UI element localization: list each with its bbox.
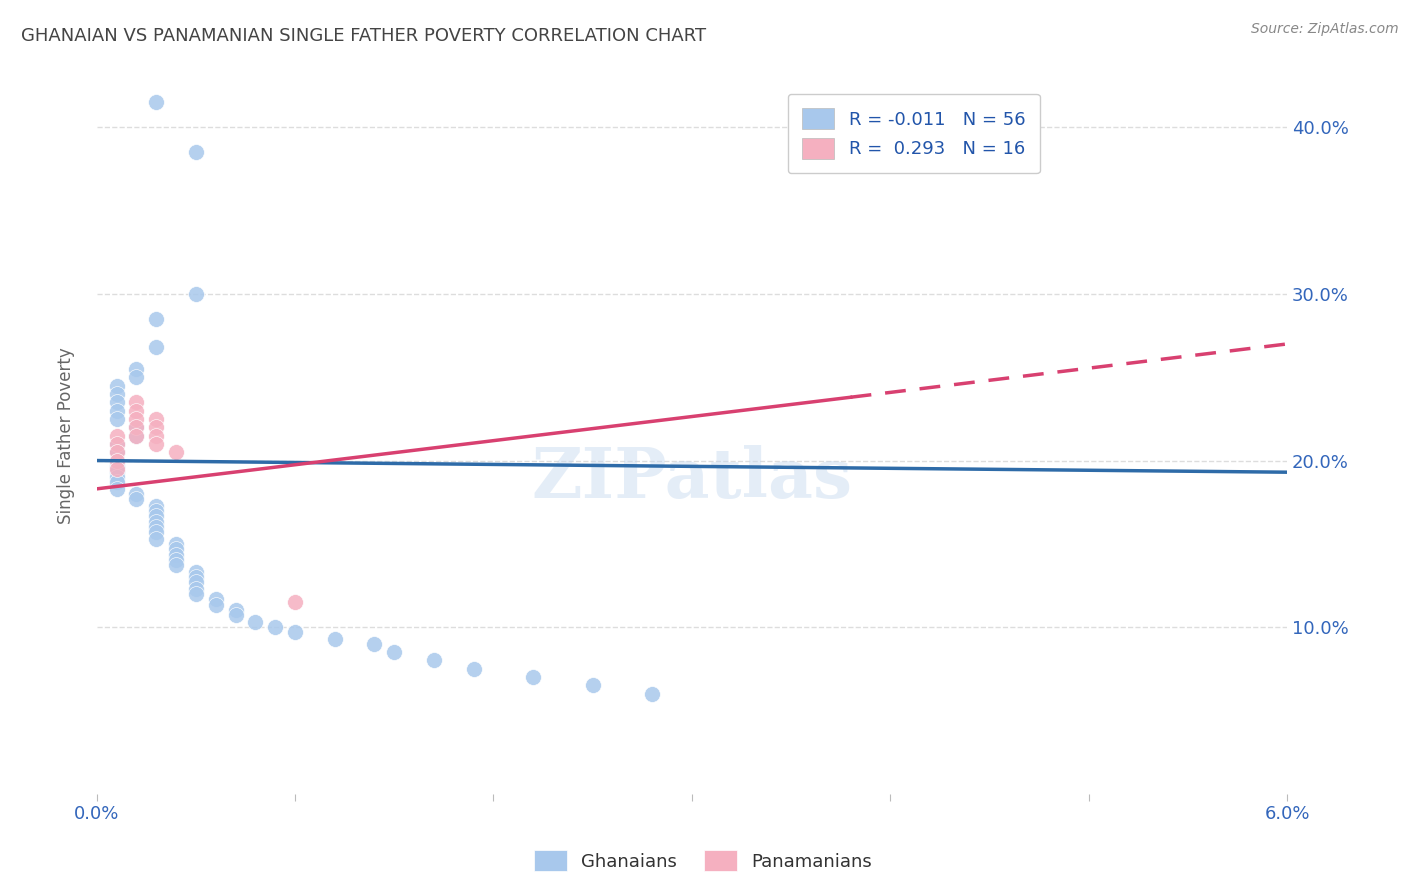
Point — [145, 515, 167, 529]
Point — [145, 499, 167, 513]
Point — [125, 420, 148, 434]
Point — [184, 570, 207, 584]
Point — [204, 591, 226, 606]
Point — [582, 678, 605, 692]
Point — [184, 565, 207, 579]
Point — [145, 412, 167, 426]
Point — [125, 428, 148, 442]
Point — [264, 620, 287, 634]
Point — [125, 412, 148, 426]
Point — [125, 403, 148, 417]
Point — [225, 603, 247, 617]
Point — [165, 553, 187, 567]
Point — [125, 491, 148, 506]
Point — [204, 599, 226, 613]
Point — [184, 575, 207, 590]
Point — [105, 403, 128, 417]
Point — [145, 420, 167, 434]
Text: Source: ZipAtlas.com: Source: ZipAtlas.com — [1251, 22, 1399, 37]
Point — [125, 362, 148, 376]
Point — [125, 420, 148, 434]
Point — [145, 340, 167, 354]
Point — [323, 632, 346, 646]
Point — [463, 662, 485, 676]
Point — [105, 395, 128, 409]
Point — [363, 637, 385, 651]
Point — [105, 412, 128, 426]
Point — [145, 503, 167, 517]
Point — [145, 428, 167, 442]
Point — [105, 465, 128, 479]
Text: ZIPatlas: ZIPatlas — [531, 445, 852, 512]
Point — [125, 487, 148, 501]
Point — [125, 370, 148, 384]
Point — [165, 537, 187, 551]
Point — [145, 525, 167, 540]
Point — [225, 608, 247, 623]
Point — [145, 520, 167, 534]
Point — [165, 558, 187, 573]
Point — [145, 95, 167, 110]
Point — [184, 582, 207, 596]
Point — [382, 645, 405, 659]
Point — [423, 653, 446, 667]
Point — [284, 625, 307, 640]
Point — [145, 437, 167, 451]
Point — [145, 532, 167, 546]
Point — [125, 395, 148, 409]
Point — [522, 670, 544, 684]
Point — [105, 437, 128, 451]
Point — [245, 615, 267, 629]
Point — [105, 482, 128, 496]
Point — [105, 378, 128, 392]
Point — [165, 549, 187, 563]
Point — [105, 462, 128, 476]
Y-axis label: Single Father Poverty: Single Father Poverty — [58, 347, 75, 524]
Point — [105, 445, 128, 459]
Legend: Ghanaians, Panamanians: Ghanaians, Panamanians — [527, 843, 879, 879]
Point — [184, 287, 207, 301]
Point — [145, 312, 167, 326]
Point — [105, 470, 128, 484]
Point — [125, 428, 148, 442]
Point — [105, 458, 128, 473]
Point — [184, 145, 207, 160]
Point — [105, 387, 128, 401]
Point — [105, 453, 128, 467]
Point — [165, 445, 187, 459]
Point — [105, 445, 128, 459]
Point — [105, 475, 128, 490]
Point — [145, 508, 167, 523]
Point — [165, 541, 187, 556]
Point — [105, 437, 128, 451]
Point — [641, 687, 664, 701]
Point — [284, 595, 307, 609]
Legend: R = -0.011   N = 56, R =  0.293   N = 16: R = -0.011 N = 56, R = 0.293 N = 16 — [787, 94, 1040, 173]
Point — [184, 587, 207, 601]
Point — [105, 453, 128, 467]
Text: GHANAIAN VS PANAMANIAN SINGLE FATHER POVERTY CORRELATION CHART: GHANAIAN VS PANAMANIAN SINGLE FATHER POV… — [21, 27, 706, 45]
Point — [105, 428, 128, 442]
